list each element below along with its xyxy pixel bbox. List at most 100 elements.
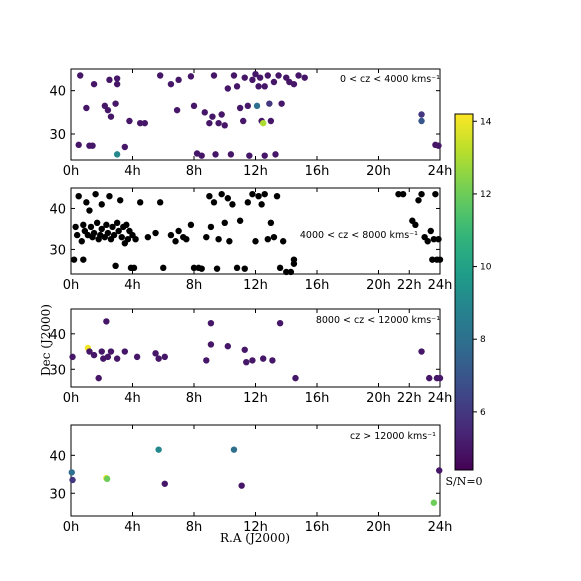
data-point <box>301 74 308 81</box>
data-point <box>117 197 124 204</box>
data-point <box>261 83 268 90</box>
data-point <box>90 80 98 88</box>
x-tick-label: 12h <box>243 164 268 179</box>
data-point <box>267 117 275 125</box>
data-point <box>249 190 256 198</box>
x-tick-label: 16h <box>305 164 330 179</box>
data-point <box>118 233 125 241</box>
x-tick-label: 16h <box>305 278 330 293</box>
x-tick-label: 0h <box>63 164 80 179</box>
data-point <box>167 80 175 88</box>
data-point <box>124 235 132 243</box>
data-point <box>90 229 98 237</box>
x-tick-label: 24h <box>428 278 453 293</box>
data-point <box>259 119 267 127</box>
data-point <box>399 190 407 198</box>
data-point <box>103 475 111 483</box>
data-point <box>152 350 159 357</box>
data-point <box>104 229 112 237</box>
data-point <box>107 113 115 120</box>
data-point <box>295 72 302 79</box>
data-point <box>190 264 198 272</box>
data-point <box>207 223 215 231</box>
data-point <box>418 190 425 198</box>
data-point <box>215 119 222 127</box>
data-point <box>173 106 181 114</box>
data-point <box>95 374 102 382</box>
data-point <box>249 76 256 84</box>
data-point <box>226 238 233 245</box>
data-point <box>259 355 267 362</box>
data-point <box>264 235 271 243</box>
x-tick-label: 16h <box>305 391 330 406</box>
data-point <box>113 151 121 158</box>
data-point <box>272 151 279 158</box>
data-point <box>113 75 121 82</box>
data-point <box>270 78 278 86</box>
x-tick-label: 4h <box>124 520 141 535</box>
data-point <box>203 357 210 364</box>
x-tick-label: 24h <box>428 391 453 406</box>
data-point <box>167 231 175 239</box>
data-point <box>190 102 198 110</box>
data-point <box>224 85 232 92</box>
data-point <box>206 192 213 200</box>
data-point <box>113 219 121 227</box>
data-point <box>93 219 101 227</box>
data-point <box>276 264 284 272</box>
x-tick-label: 0h <box>63 520 80 535</box>
data-point <box>255 83 262 90</box>
x-tick-label: 4h <box>124 278 141 293</box>
x-tick-label: 12h <box>243 278 268 293</box>
data-point <box>121 348 129 355</box>
data-point <box>287 268 295 276</box>
x-tick-label: 0h <box>63 278 80 293</box>
data-point <box>258 201 265 208</box>
data-point <box>104 353 112 361</box>
x-tick-label: 0h <box>63 391 80 406</box>
data-point <box>241 265 248 272</box>
x-tick-label: 4h <box>124 391 141 406</box>
x-tick-label: 22h <box>397 391 422 406</box>
data-point <box>155 355 162 362</box>
data-point <box>215 235 222 243</box>
data-point <box>156 72 164 79</box>
data-point <box>241 74 248 81</box>
data-point <box>429 256 436 263</box>
data-point <box>236 104 244 112</box>
data-point <box>290 260 298 267</box>
data-point <box>218 111 225 118</box>
data-point <box>252 238 259 245</box>
data-point <box>83 104 90 112</box>
data-point <box>267 219 275 227</box>
panel-1-frame <box>70 68 441 161</box>
data-point <box>210 199 218 206</box>
data-point <box>78 238 85 245</box>
data-point <box>207 319 215 327</box>
data-point <box>436 467 443 474</box>
data-point <box>209 113 216 120</box>
data-point <box>427 227 434 235</box>
data-point <box>278 100 285 107</box>
data-point <box>212 151 219 158</box>
x-tick-label: 4h <box>124 164 141 179</box>
data-point <box>233 264 241 272</box>
x-tick-label: 8h <box>186 391 203 406</box>
y-tick-label: 40 <box>49 202 66 217</box>
data-point <box>244 102 252 110</box>
data-point <box>210 72 218 79</box>
data-point <box>183 235 190 243</box>
data-point <box>69 353 76 361</box>
data-point <box>106 192 113 200</box>
data-point <box>266 100 273 107</box>
data-point <box>430 235 438 243</box>
data-point <box>224 195 232 202</box>
y-tick-label: 30 <box>49 243 66 258</box>
data-point <box>175 227 182 235</box>
x-tick-label: 22h <box>397 278 422 293</box>
data-point <box>98 201 105 208</box>
y-tick-label: 30 <box>49 487 66 502</box>
x-tick-label: 16h <box>305 520 330 535</box>
x-tick-label: 24h <box>428 520 453 535</box>
